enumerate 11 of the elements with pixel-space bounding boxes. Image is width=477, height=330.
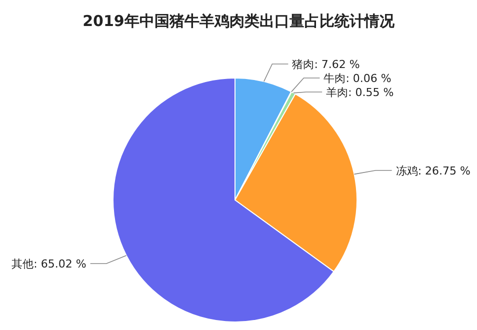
data-label: : 7.62 % (314, 58, 360, 71)
chart-title: 2019年中国猪牛羊鸡肉类出口量占比统计情况 (82, 12, 396, 30)
slice-label: 其他 (12, 258, 34, 271)
data-label: : 0.55 % (348, 86, 394, 99)
slice-label: 羊肉 (326, 86, 348, 99)
data-label: : 65.02 % (34, 258, 86, 271)
slice-label: 冻鸡 (396, 164, 418, 178)
data-label: : 26.75 % (418, 164, 470, 178)
slice-label: 猪肉 (292, 58, 314, 71)
slice-label: 牛肉 (324, 72, 346, 85)
data-label: : 0.06 % (346, 72, 392, 85)
